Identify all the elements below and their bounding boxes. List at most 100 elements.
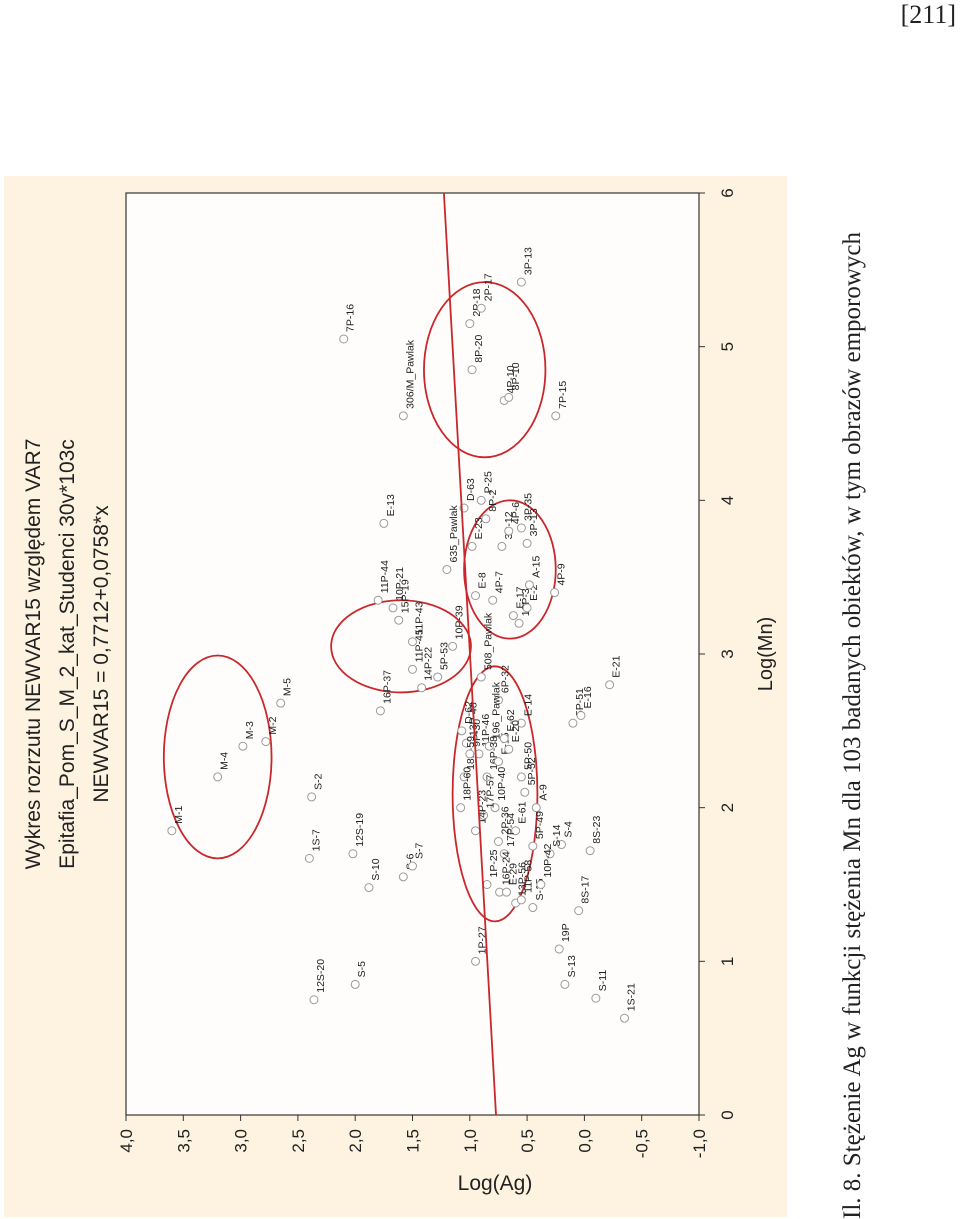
point-label: 15P-19 <box>400 579 412 613</box>
title-line: Wykres rozrzutu NEWVAR15 względem VAR7 <box>22 439 45 870</box>
point-label: A-9 <box>537 784 549 801</box>
data-point <box>499 849 509 859</box>
data-point <box>554 944 564 954</box>
data-point <box>516 772 526 782</box>
data-point <box>516 718 526 728</box>
chart-title: Wykres rozrzutu NEWVAR15 względem VAR7 Ep… <box>22 439 113 870</box>
point-label: E-8 <box>477 572 489 589</box>
data-point <box>591 993 601 1003</box>
x-tick-label: 6 <box>718 188 737 197</box>
y-tick-label: 1,5 <box>404 1129 423 1153</box>
data-point <box>493 836 503 846</box>
point-label: 5P-51 <box>574 688 586 716</box>
data-point <box>433 672 443 682</box>
data-point <box>511 826 521 836</box>
point-label: E-13 <box>385 494 397 516</box>
data-point <box>442 564 452 574</box>
point-label: 196_Pawlak <box>490 681 502 739</box>
x-axis-label: Log(Mn) <box>755 617 777 691</box>
data-point <box>350 979 360 989</box>
point-label: M-5 <box>282 678 294 696</box>
point-label: P-25 <box>482 471 494 493</box>
point-label: S-7 <box>414 843 426 860</box>
point-label: 17P-57 <box>485 774 497 808</box>
point-label: 3P-13 <box>528 508 540 536</box>
data-point <box>457 726 467 736</box>
data-point <box>493 695 503 705</box>
data-point <box>261 737 271 747</box>
y-tick-label: 0,0 <box>575 1129 594 1153</box>
data-point <box>465 319 475 329</box>
point-label: 12S-19 <box>354 813 366 847</box>
data-point <box>488 595 498 605</box>
data-point <box>499 734 509 744</box>
data-point <box>605 680 615 690</box>
point-label: 5P-52 <box>526 757 538 785</box>
data-point <box>276 698 286 708</box>
data-point <box>471 826 481 836</box>
data-point <box>238 741 248 751</box>
cluster-ellipse <box>330 599 472 694</box>
data-point <box>620 1013 630 1023</box>
figure-caption-container: Il. 8. Stężenie Ag w funkcji stężenia Mn… <box>833 119 873 1219</box>
point-label: E-62 <box>505 709 517 731</box>
y-tick-label: -0,5 <box>633 1129 652 1158</box>
data-point <box>536 880 546 889</box>
title-line: Epitafia_Pom_S_M_2_kat_Studenci 30v*103c <box>56 439 79 869</box>
point-label: 17P-54 <box>505 813 517 847</box>
data-point <box>504 392 514 402</box>
point-label: 7P-16 <box>345 304 357 332</box>
point-label: 10P-21 <box>394 567 406 601</box>
point-label: D-63 <box>465 478 477 501</box>
data-point <box>471 956 481 966</box>
point-label: 306/M_Pawlak <box>404 339 416 409</box>
data-point <box>373 595 383 605</box>
data-point <box>388 603 398 613</box>
point-label: 11P-45 <box>414 629 426 662</box>
data-point <box>497 541 507 551</box>
point-label: 5P-49 <box>534 811 546 839</box>
point-label: 4P-7 <box>494 571 506 593</box>
point-label: M-3 <box>244 721 256 739</box>
data-point <box>459 772 469 782</box>
data-point <box>585 846 595 856</box>
cluster-ellipse <box>451 665 539 923</box>
data-point <box>484 741 494 751</box>
data-point <box>545 849 555 859</box>
data-point <box>408 664 417 674</box>
y-axis-label: Log(Ag) <box>458 1172 533 1195</box>
data-point <box>448 641 458 651</box>
data-point <box>514 618 524 628</box>
title-line: NEWVAR15 = 0,7712+0,0758*x <box>90 505 113 803</box>
point-label: 10P-40 <box>496 767 508 801</box>
point-label: 11P-44 <box>379 560 391 593</box>
point-label: S-5 <box>356 961 368 978</box>
x-tick-label: 1 <box>718 957 737 966</box>
point-label: 4P-10 <box>505 365 517 393</box>
data-point <box>490 803 500 813</box>
cluster-ellipse <box>162 654 273 860</box>
point-label: 8P-20 <box>473 335 485 363</box>
point-label: M-4 <box>219 752 231 770</box>
y-tick-label: -1,0 <box>690 1129 709 1158</box>
data-point <box>408 861 417 871</box>
point-label: E-21 <box>611 655 623 677</box>
data-point <box>574 906 584 916</box>
point-label: 3P-35 <box>522 493 534 521</box>
point-label: S-13 <box>566 955 578 977</box>
data-point <box>309 995 319 1005</box>
data-point <box>476 672 486 682</box>
cluster-ellipse <box>423 281 547 459</box>
data-point <box>375 706 385 716</box>
point-label: 1P-25 <box>488 849 500 877</box>
data-point <box>520 787 530 797</box>
data-point <box>516 277 526 287</box>
point-label: 8S-23 <box>591 816 603 844</box>
data-point <box>524 580 534 590</box>
point-label: 8P-10 <box>510 362 522 390</box>
point-label: 6P-32 <box>499 665 511 693</box>
point-label: E-23 <box>473 517 485 539</box>
data-point <box>522 603 532 613</box>
point-label: 11P-43 <box>414 601 426 634</box>
data-point <box>482 880 492 889</box>
